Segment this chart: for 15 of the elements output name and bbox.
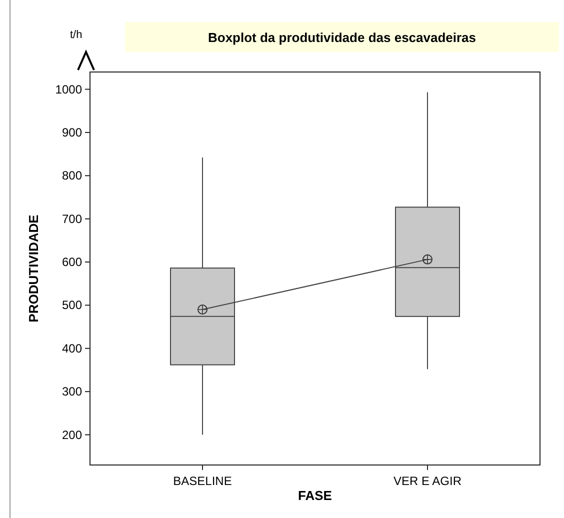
y-tick-label: 1000: [55, 82, 82, 96]
y-tick-label: 700: [62, 212, 82, 226]
y-tick-label: 600: [62, 255, 82, 270]
y-tick-label: 900: [62, 125, 82, 140]
text: t/h: [70, 29, 82, 41]
y-tick-label: 300: [62, 384, 82, 399]
x-axis-title: FASE: [298, 488, 332, 503]
y-tick-label: 800: [62, 168, 82, 183]
y-tick-label: 400: [62, 341, 82, 356]
x-tick-label: BASELINE: [173, 474, 232, 488]
chart-title: Boxplot da produtividade das escavadeiras: [208, 30, 476, 45]
y-tick-label: 200: [62, 428, 82, 442]
y-tick-label: 500: [62, 298, 82, 312]
x-tick-label: VER E AGIR: [393, 474, 462, 488]
y-axis-title: PRODUTIVIDADE: [26, 214, 41, 322]
